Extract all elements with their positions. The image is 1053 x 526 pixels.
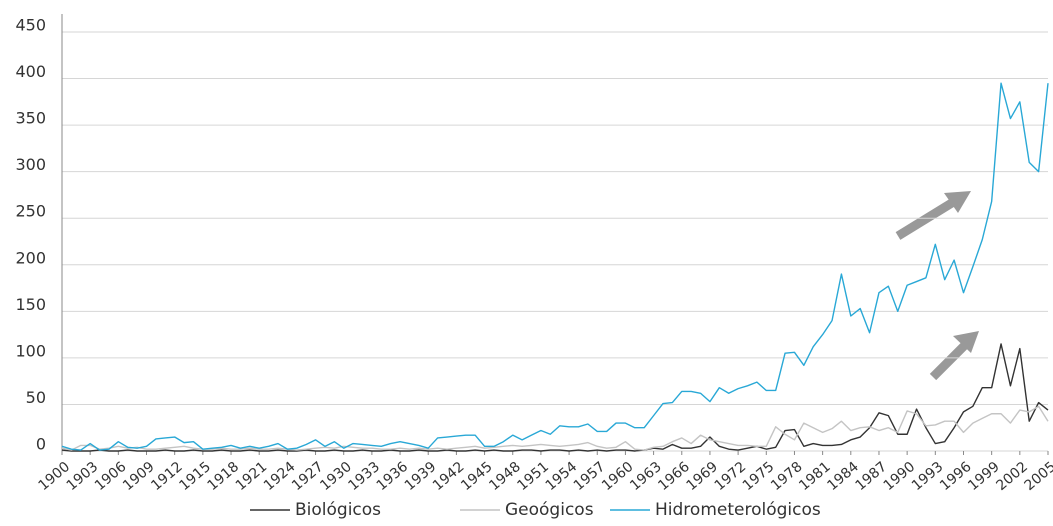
x-tick-label: 1921 [233,459,271,494]
x-tick-label: 1903 [64,459,102,494]
trend-arrow [895,191,971,240]
x-tick-label: 1948 [486,459,524,494]
y-tick-label: 50 [26,388,46,407]
x-tick-label: 1984 [824,459,862,494]
y-tick-label: 300 [15,155,46,174]
y-tick-label: 400 [15,62,46,81]
plot: 0501001502002503003504004501900190319061… [15,14,1053,520]
legend-label: Hidrometerológicos [655,500,821,520]
legend-label: Biológicos [295,500,381,520]
x-tick-label: 1900 [36,459,74,494]
series-line [61,82,1049,451]
x-tick-label: 1957 [571,459,609,494]
y-tick-label: 100 [15,341,46,360]
x-tick-label: 1981 [796,459,834,494]
x-tick-label: 1909 [120,459,158,494]
x-tick-label: 1942 [430,459,468,494]
x-tick-label: 2002 [993,459,1031,494]
x-tick-label: 1924 [261,459,299,494]
x-tick-label: 1960 [599,459,637,494]
x-tick-label: 1951 [514,459,552,494]
x-tick-label: 1915 [176,459,214,494]
trend-arrow [929,331,979,381]
y-tick-label: 450 [15,16,46,35]
x-tick-label: 1963 [627,459,665,494]
x-tick-label: 1999 [965,459,1003,494]
x-tick-label: 1975 [740,459,778,494]
series-line [61,343,1049,452]
x-tick-label: 1978 [768,459,806,494]
x-tick-label: 1954 [543,459,581,494]
x-tick-label: 1936 [374,459,412,494]
y-tick-label: 0 [36,435,46,454]
x-tick-label: 1945 [458,459,496,494]
x-tick-label: 1933 [345,459,383,494]
y-tick-label: 150 [15,295,46,314]
x-tick-label: 1906 [92,459,130,494]
y-tick-label: 350 [15,109,46,128]
x-tick-label: 1912 [148,459,186,494]
x-tick-label: 1969 [683,459,721,494]
x-tick-label: 1990 [881,459,919,494]
x-tick-label: 1996 [937,459,975,494]
x-tick-label: 1993 [909,459,947,494]
x-tick-label: 1930 [317,459,355,494]
legend-label: Geoógicos [505,500,594,520]
x-tick-label: 1966 [655,459,693,494]
series-line [61,405,1049,451]
x-tick-label: 1939 [402,459,440,494]
y-tick-label: 200 [15,248,46,267]
x-tick-label: 1927 [289,459,327,494]
x-tick-label: 2005 [1022,459,1053,494]
y-tick-label: 250 [15,202,46,221]
x-tick-label: 1987 [853,459,891,494]
x-tick-label: 1918 [205,459,243,494]
x-tick-label: 1972 [712,459,750,494]
